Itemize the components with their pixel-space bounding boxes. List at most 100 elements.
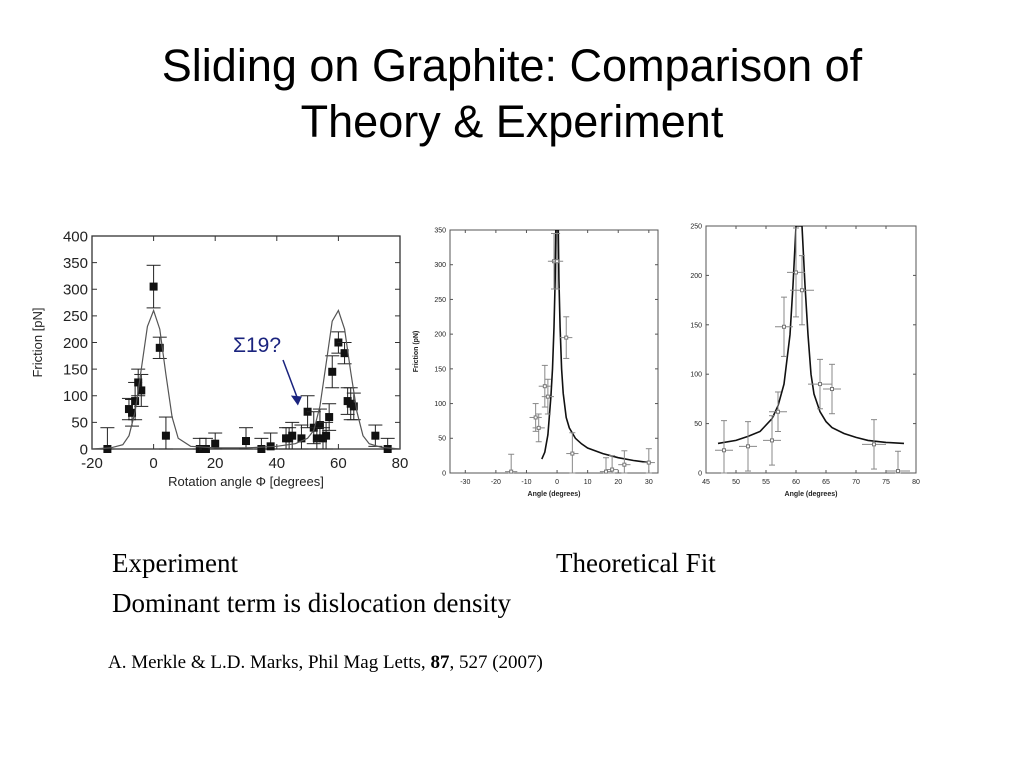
title-line-2: Theory & Experiment — [300, 96, 724, 147]
caption-experiment: Experiment — [112, 548, 238, 578]
data-point — [782, 324, 786, 329]
x-tick-label: 65 — [822, 479, 830, 486]
y-tick-label: 200 — [690, 273, 702, 280]
data-point — [746, 444, 750, 449]
fit-curve — [541, 230, 649, 464]
data-point — [325, 413, 334, 422]
y-tick-label: 0 — [80, 441, 88, 458]
y-tick-label: 150 — [434, 366, 446, 373]
annotation-arrow — [282, 359, 299, 400]
data-point — [211, 439, 220, 448]
annotation-arrowhead — [290, 395, 302, 406]
data-point — [564, 335, 569, 340]
data-point — [872, 442, 876, 447]
reference-authors: A. Merkle & L.D. Marks, Phil Mag Letts, — [108, 652, 431, 673]
reference-pages-year: , 527 (2007) — [449, 652, 543, 673]
y-axis-label: Friction (pN) — [413, 331, 420, 373]
y-tick-label: 200 — [63, 335, 88, 352]
data-point — [830, 387, 834, 392]
y-tick-label: 150 — [690, 322, 702, 329]
x-tick-label: 55 — [762, 479, 770, 486]
x-tick-label: -10 — [521, 479, 531, 486]
y-tick-label: 250 — [690, 223, 702, 230]
x-axis-label: Angle (degrees) — [528, 491, 581, 498]
y-tick-label: 400 — [63, 228, 88, 245]
x-tick-label: 10 — [584, 479, 592, 486]
data-point — [349, 402, 358, 411]
data-point — [610, 467, 615, 472]
y-tick-label: 150 — [63, 361, 88, 378]
data-point — [131, 397, 140, 406]
x-tick-label: 20 — [614, 479, 622, 486]
x-tick-label: 45 — [702, 479, 710, 486]
theory-fit-chart-0deg: 0 50 100 150 200 250 300 350 -30 -20 -10 0 10 20 30 Ang… — [413, 227, 659, 498]
data-point — [383, 445, 392, 453]
reference-citation: A. Merkle & L.D. Marks, Phil Mag Letts, … — [108, 652, 543, 674]
y-tick-label: 0 — [442, 470, 446, 477]
data-point — [896, 469, 900, 474]
x-tick-label: 0 — [555, 479, 559, 486]
x-axis-label: Angle (degrees) — [785, 491, 838, 498]
x-tick-label: 80 — [912, 479, 920, 486]
y-tick-label: 100 — [690, 372, 702, 379]
data-point — [818, 382, 822, 387]
data-point — [134, 378, 143, 387]
data-point — [288, 431, 297, 440]
x-tick-label: 80 — [392, 455, 409, 472]
data-point — [533, 415, 538, 420]
data-point — [622, 462, 627, 467]
x-tick-label: 20 — [207, 455, 224, 472]
data-point — [103, 445, 112, 453]
data-point — [149, 282, 158, 291]
reference-volume: 87 — [430, 652, 450, 673]
data-point — [536, 425, 541, 430]
theory-fit-chart-60deg: 0 50 100 150 200 250 45 50 55 60 65 70 75 80 Angle (de… — [690, 223, 920, 498]
y-tick-label: 0 — [698, 470, 702, 477]
title-line-1: Sliding on Graphite: Comparison of — [161, 40, 863, 91]
data-point — [800, 288, 804, 293]
data-point — [315, 421, 324, 430]
data-point — [604, 469, 608, 474]
x-tick-label: -20 — [81, 455, 103, 472]
data-point — [322, 431, 331, 440]
x-tick-label: 30 — [645, 479, 653, 486]
annotation-sigma19: Σ19? — [233, 334, 281, 357]
y-tick-label: 250 — [63, 308, 88, 325]
data-point — [242, 437, 250, 446]
x-tick-label: 60 — [792, 479, 800, 486]
data-point — [161, 431, 170, 440]
fit-curve — [717, 226, 905, 445]
data-point — [794, 270, 798, 275]
data-point — [297, 434, 306, 443]
y-tick-label: 300 — [434, 262, 446, 269]
data-point — [371, 431, 380, 440]
y-tick-label: 350 — [434, 227, 446, 234]
data-point — [509, 469, 514, 474]
y-tick-label: 50 — [438, 436, 446, 443]
caption-dominant-term: Dominant term is dislocation density — [112, 588, 511, 618]
x-tick-label: 75 — [882, 479, 890, 486]
caption-theoretical-fit: Theoretical Fit — [556, 548, 716, 578]
data-point — [340, 349, 349, 358]
y-tick-label: 350 — [63, 255, 88, 272]
x-axis-label: Rotation angle Φ [degrees] — [168, 474, 324, 489]
x-tick-label: -20 — [491, 479, 501, 486]
fit-curve — [92, 308, 400, 449]
x-tick-label: 0 — [149, 455, 157, 472]
data-point — [545, 394, 550, 399]
x-tick-label: -30 — [460, 479, 470, 486]
y-tick-label: 100 — [63, 388, 88, 405]
y-tick-label: 200 — [434, 332, 446, 339]
data-point — [770, 438, 774, 443]
data-point — [722, 448, 726, 453]
y-tick-label: 250 — [434, 297, 446, 304]
y-tick-label: 50 — [694, 421, 702, 428]
data-point — [646, 460, 651, 465]
slide-title: Sliding on Graphite: Comparison of Theor… — [0, 38, 1024, 150]
x-tick-label: 60 — [330, 455, 347, 472]
y-axis-label: Friction [pN] — [30, 307, 45, 377]
data-point — [155, 343, 164, 352]
data-point — [328, 367, 337, 376]
y-tick-label: 50 — [71, 415, 88, 432]
